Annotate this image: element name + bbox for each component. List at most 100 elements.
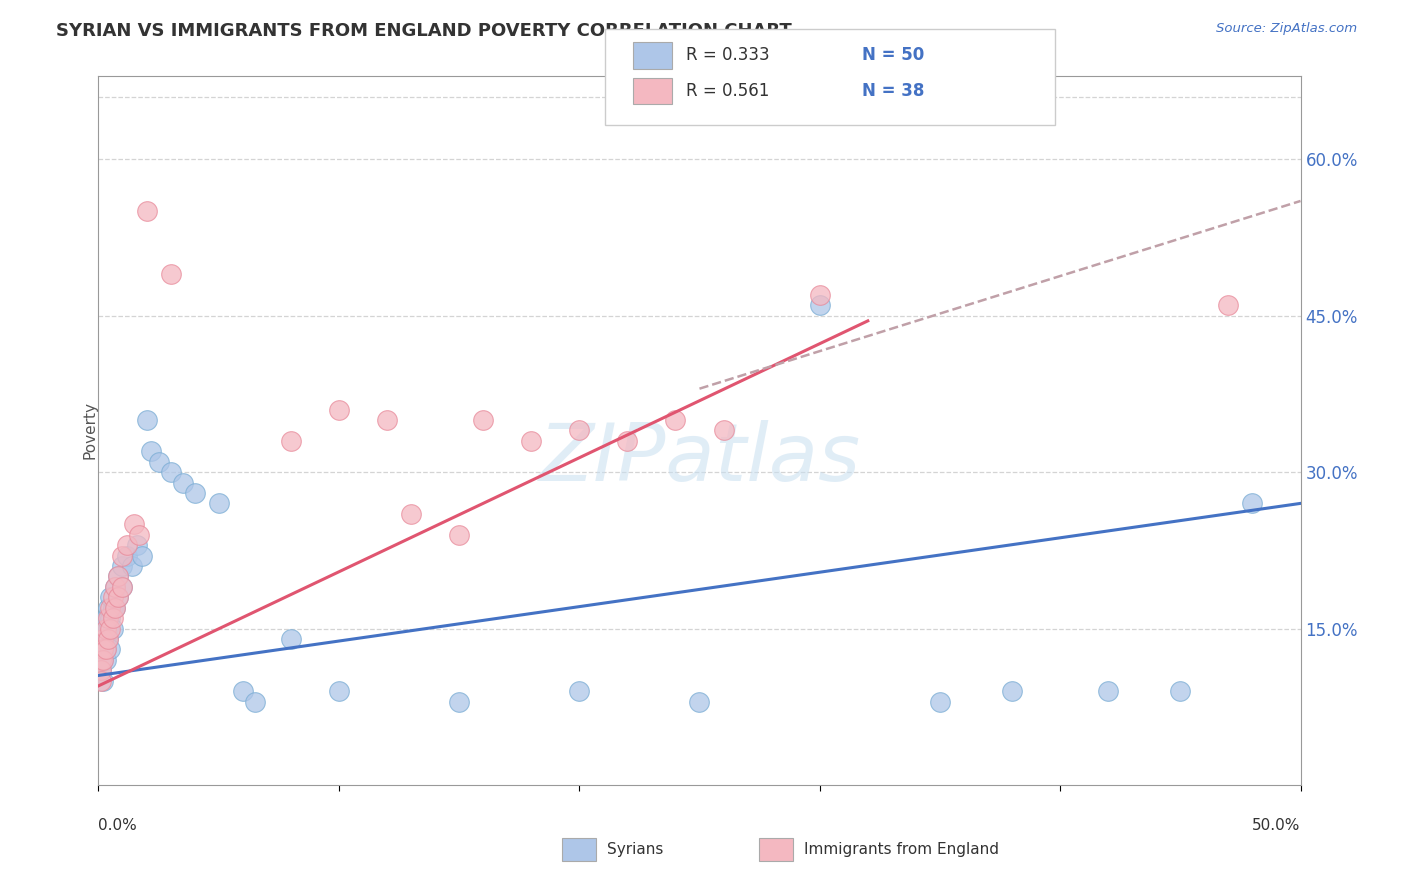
Point: [117, 538, 139, 552]
Point: [91, 642, 114, 657]
Text: N = 38: N = 38: [862, 82, 924, 100]
Point: [107, 591, 129, 605]
Point: [94, 653, 117, 667]
Point: [107, 569, 129, 583]
Point: [94, 632, 117, 646]
Point: [90, 642, 112, 657]
Point: [1218, 298, 1240, 312]
Point: [125, 538, 148, 552]
Point: [713, 424, 735, 438]
Point: [101, 591, 124, 605]
Text: 50.0%: 50.0%: [1253, 818, 1301, 832]
Point: [90, 663, 112, 677]
Point: [97, 600, 120, 615]
Point: [131, 549, 153, 563]
Point: [97, 632, 120, 646]
Point: [100, 611, 122, 625]
Point: [100, 591, 122, 605]
Point: [280, 434, 302, 448]
Point: [100, 600, 122, 615]
Point: [104, 600, 127, 615]
Point: [159, 465, 181, 479]
Y-axis label: Poverty: Poverty: [83, 401, 97, 459]
Point: [689, 694, 711, 708]
Point: [107, 591, 129, 605]
Point: [375, 413, 398, 427]
Point: [111, 549, 134, 563]
Text: R = 0.333: R = 0.333: [686, 46, 769, 64]
Point: [91, 673, 114, 688]
Point: [100, 622, 122, 636]
Point: [94, 611, 117, 625]
Point: [91, 632, 114, 646]
Point: [232, 684, 254, 698]
Point: [172, 475, 194, 490]
Point: [104, 600, 127, 615]
Point: [90, 673, 112, 688]
Point: [135, 413, 157, 427]
Point: [159, 267, 181, 281]
Point: [121, 558, 143, 573]
Point: [111, 558, 134, 573]
Point: [568, 684, 591, 698]
Point: [520, 434, 543, 448]
Point: [183, 486, 205, 500]
Point: [101, 600, 124, 615]
Point: [135, 204, 157, 219]
Text: SYRIAN VS IMMIGRANTS FROM ENGLAND POVERTY CORRELATION CHART: SYRIAN VS IMMIGRANTS FROM ENGLAND POVERT…: [56, 22, 792, 40]
Point: [328, 402, 350, 417]
Point: [1241, 496, 1264, 510]
Point: [111, 580, 134, 594]
Point: [1001, 684, 1024, 698]
Point: [280, 632, 302, 646]
Point: [664, 413, 686, 427]
Point: [447, 527, 470, 541]
Point: [399, 507, 422, 521]
Point: [94, 622, 117, 636]
Point: [243, 694, 266, 708]
Point: [100, 642, 122, 657]
Point: [808, 288, 831, 302]
Point: [124, 517, 146, 532]
Point: [141, 444, 163, 458]
Point: [90, 632, 112, 646]
Point: [91, 622, 114, 636]
Point: [472, 413, 495, 427]
Point: [97, 622, 120, 636]
Point: [94, 642, 117, 657]
Point: [101, 622, 124, 636]
Point: [91, 653, 114, 667]
Point: [111, 580, 134, 594]
Text: N = 50: N = 50: [862, 46, 924, 64]
Point: [117, 549, 139, 563]
Point: [101, 611, 124, 625]
Point: [90, 663, 112, 677]
Point: [208, 496, 231, 510]
Point: [97, 611, 120, 625]
Point: [928, 694, 950, 708]
Text: 0.0%: 0.0%: [98, 818, 138, 832]
Point: [90, 653, 112, 667]
Point: [104, 580, 127, 594]
Point: [328, 684, 350, 698]
Point: [90, 653, 112, 667]
Point: [104, 580, 127, 594]
Text: R = 0.561: R = 0.561: [686, 82, 769, 100]
Point: [107, 569, 129, 583]
Text: Syrians: Syrians: [607, 842, 664, 856]
Text: Immigrants from England: Immigrants from England: [804, 842, 1000, 856]
Point: [1170, 684, 1192, 698]
Point: [91, 642, 114, 657]
Point: [91, 653, 114, 667]
Point: [568, 424, 591, 438]
Point: [148, 455, 170, 469]
Point: [616, 434, 638, 448]
Point: [97, 632, 120, 646]
Point: [447, 694, 470, 708]
Point: [128, 527, 150, 541]
Point: [808, 298, 831, 312]
Text: ZIPatlas: ZIPatlas: [538, 420, 860, 498]
Text: Source: ZipAtlas.com: Source: ZipAtlas.com: [1216, 22, 1357, 36]
Point: [1097, 684, 1119, 698]
Point: [94, 642, 117, 657]
